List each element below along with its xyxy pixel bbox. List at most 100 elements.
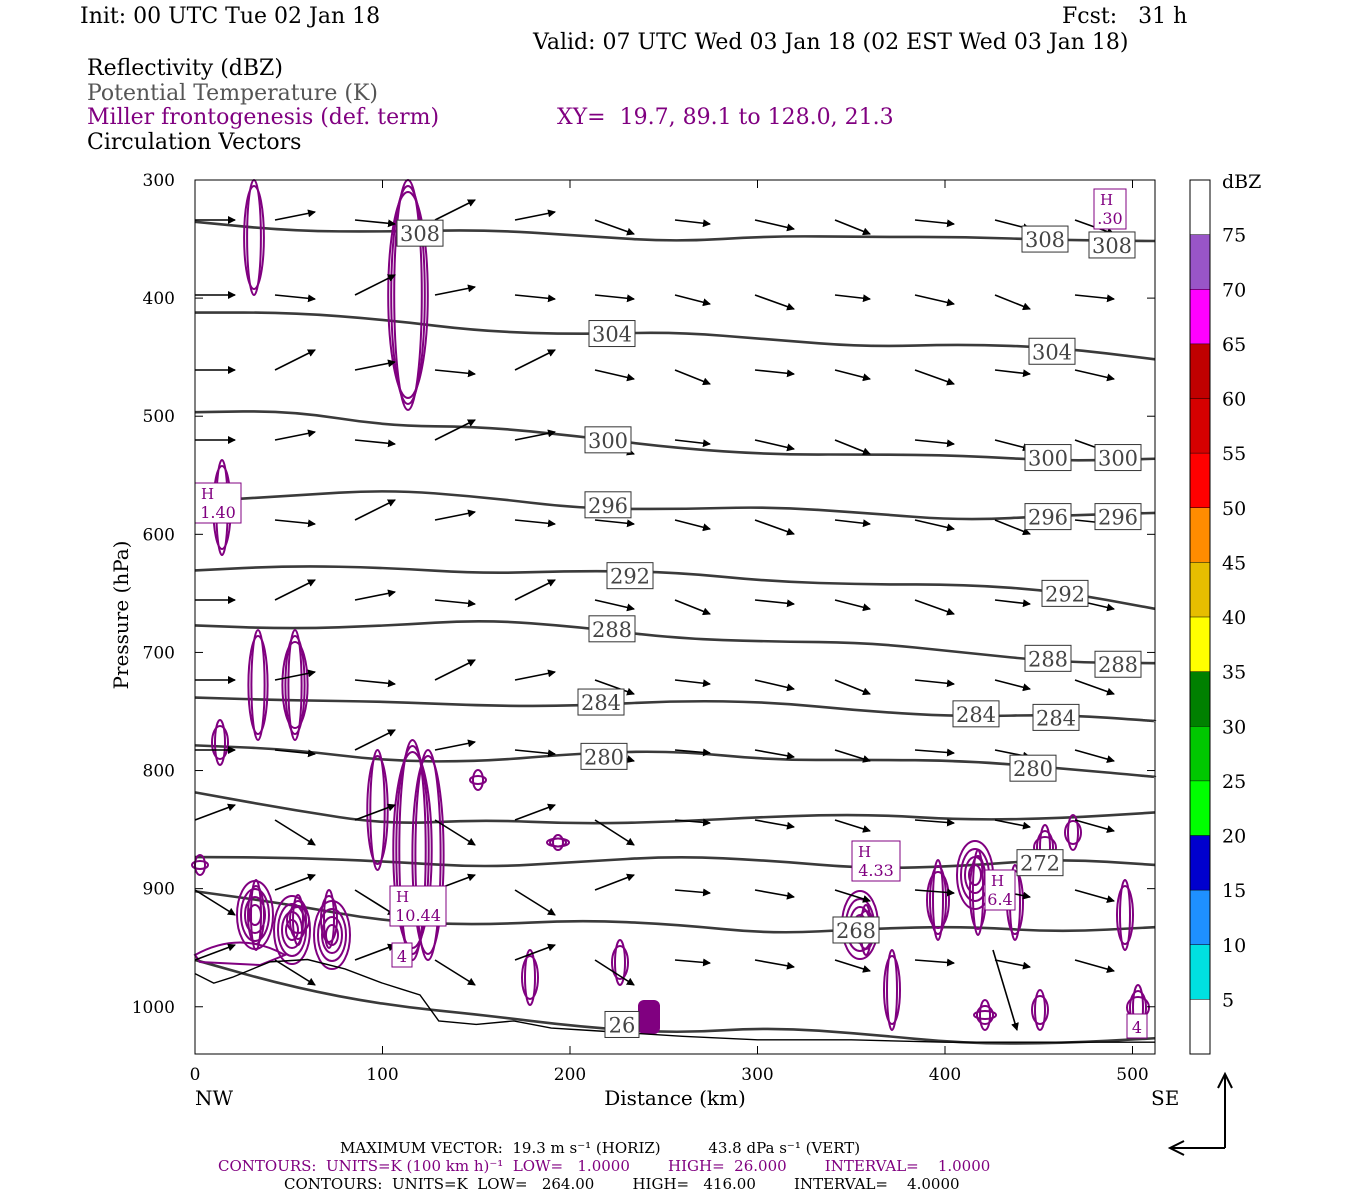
colorbar-bin [1190,999,1210,1054]
circulation-vector [754,369,795,378]
theta-label-box [584,426,632,454]
frontogenesis-contour [929,865,947,935]
fronto-max-box [194,482,242,524]
frontogenesis-contour [524,949,536,1006]
frontogenesis-cluster [313,900,351,970]
colorbar-bin [1190,890,1210,945]
fronto-max-label: H [201,485,214,503]
circulation-vector [594,599,635,612]
circulation-vector [674,818,711,827]
x-tick-label: 300 [741,1065,773,1085]
theta-label-box [1094,650,1142,678]
colorbar-bin [1190,562,1210,617]
y-tick-label: 700 [143,643,175,663]
circulation-vector [674,958,711,967]
frontogenesis-contour [611,945,629,980]
forecast-hour: Fcst: 31 h [1062,4,1188,29]
circulation-vector [594,519,635,528]
circulation-vector [914,888,955,897]
frontogenesis-contour [976,1005,994,1025]
circulation-vector [274,819,316,846]
theta-contour-284 [194,696,1156,723]
circulation-vector [274,429,316,441]
theta-label-308: 308 [400,222,440,246]
frontogenesis-cluster [273,895,311,965]
theta-label-304: 304 [1032,340,1072,364]
circulation-vector [594,219,635,236]
y-tick-label: 900 [143,880,175,900]
frontogenesis-contour [191,860,209,870]
theta-label-308: 308 [1092,234,1132,258]
circulation-vector [834,889,871,903]
circulation-vector [354,219,396,228]
circulation-vector [594,959,635,986]
circulation-vector [194,889,236,916]
frontogenesis-contour [211,725,229,760]
circulation-vector [514,579,556,601]
circulation-vector [754,819,795,830]
theta-label-296: 296 [588,494,628,518]
theta-contour-300 [194,410,1156,462]
init-time: Init: 00 UTC Tue 02 Jan 18 [80,4,381,29]
circulation-vector [1074,294,1115,303]
frontogenesis-contour [1116,885,1134,945]
circulation-vector [994,294,1031,311]
circulation-vector [674,599,711,616]
colorbar-bin [1190,671,1210,727]
theta-label-300: 300 [1028,447,1068,471]
theta-label-280: 280 [1013,757,1053,781]
circulation-vector [1074,749,1115,763]
circulation-vector [514,429,556,441]
theta-label-box [1094,503,1142,531]
vector-scale-key [1167,1071,1233,1156]
frontogenesis-contour [932,859,944,941]
frontogenesis-contour [521,955,539,1000]
frontogenesis-contour [393,179,423,411]
frontogenesis-contour [472,769,484,791]
circulation-vector [994,439,1031,452]
colorbar-label: 5 [1222,989,1234,1011]
circulation-vector [674,888,711,897]
circulation-vector [674,519,711,532]
theta-label-296: 296 [1098,506,1138,530]
cross-section-endpoints: XY= 19.7, 89.1 to 128.0, 21.3 [557,105,894,130]
circulation-vector [354,274,396,296]
theta-label-box [1094,444,1142,472]
frontogenesis-contour [369,749,386,871]
theta-label-308: 308 [1025,228,1065,252]
theta-label-box [584,491,632,519]
fronto-max-value: 1.40 [200,503,236,522]
circulation-vector [994,959,1031,970]
frontogenesis-cluster [281,911,303,949]
frontogenesis-cluster [248,904,262,926]
circulation-vector [514,749,556,758]
theta-label-284: 284 [581,691,621,715]
frontogenesis-contour [411,755,445,955]
frontogenesis-contour [926,871,950,929]
fronto-max-box [851,840,901,882]
fronto-label: 4 [397,947,407,966]
circulation-vector [754,889,795,900]
circulation-vector [514,349,556,371]
circulation-vector [834,369,871,382]
circulation-vector [754,749,795,760]
x-tick-label: 0 [190,1065,201,1085]
circulation-vector [834,819,871,833]
x-tick-label: 100 [366,1065,398,1085]
y-axis-title: Pressure (hPa) [109,541,133,690]
circulation-vector [994,679,1031,692]
theta-label-box [1032,703,1080,731]
theta-label-272: 272 [1020,852,1060,876]
frontogenesis-contour [193,941,288,967]
circulation-vector [914,439,955,448]
theta-label-box [1041,579,1089,607]
frontogenesis-cluster [244,896,266,934]
theta-label-288: 288 [1098,653,1138,677]
theta-label-box [580,742,628,770]
circulation-vector [754,294,795,311]
circulation-vector [914,958,955,967]
frontogenesis-contour [979,999,991,1031]
y-tick-label: 600 [143,525,175,545]
frontogenesis-cluster [236,880,274,950]
plot-frame [194,179,1156,1055]
